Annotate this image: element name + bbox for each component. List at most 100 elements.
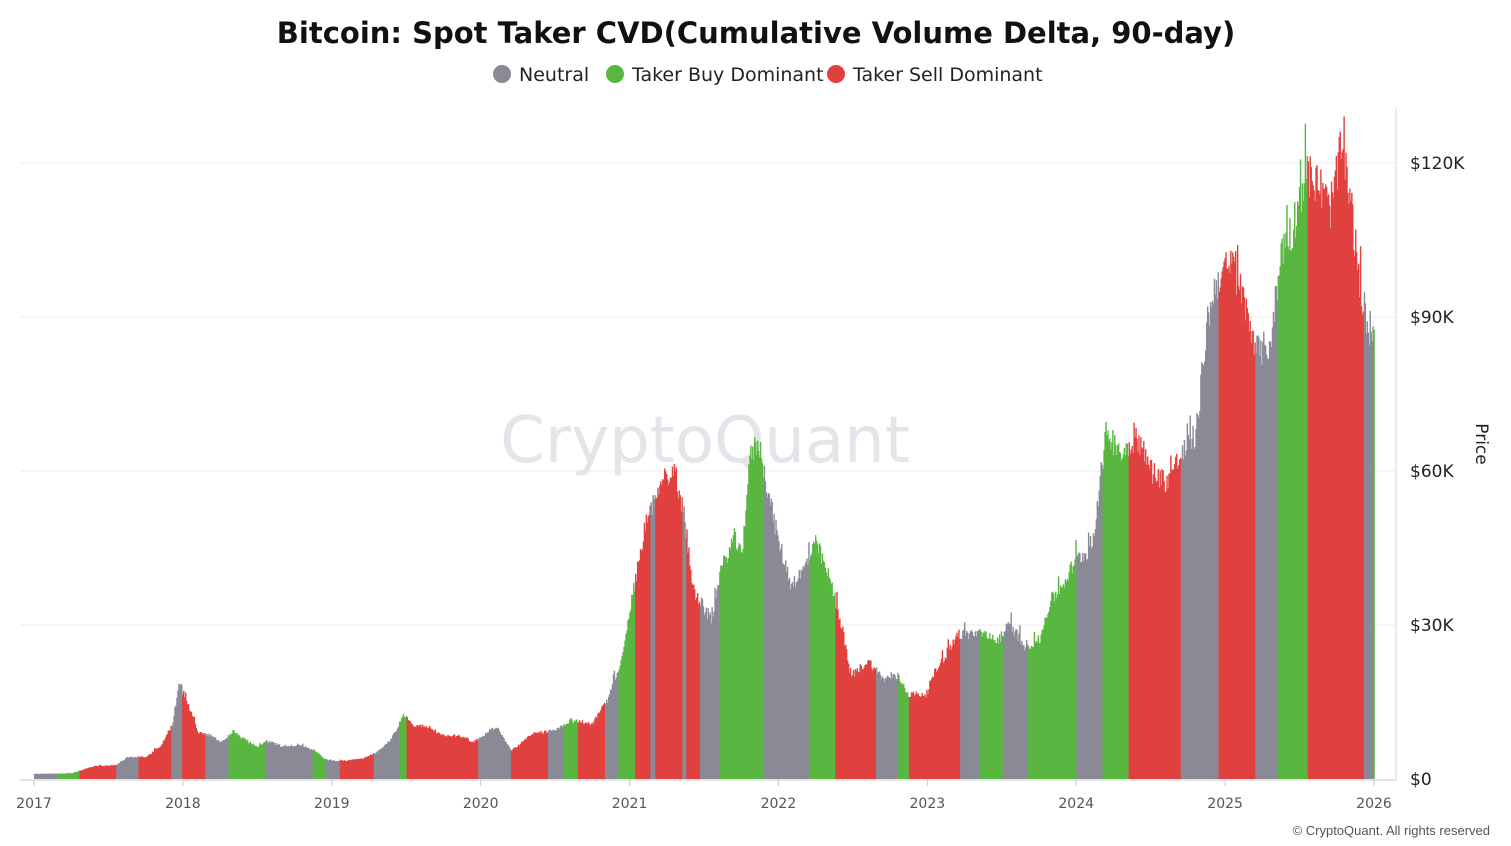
price-bar [521, 741, 524, 779]
price-bar [405, 715, 408, 779]
price-bar [917, 693, 919, 779]
price-bar [1219, 287, 1221, 779]
price-bar [875, 667, 878, 779]
price-bar [298, 744, 300, 779]
price-bar [1072, 566, 1074, 779]
price-bar [265, 741, 267, 779]
price-bar [838, 619, 840, 779]
price-bar [1223, 261, 1225, 779]
price-bar [1099, 475, 1101, 779]
price-bar [263, 742, 265, 779]
price-bar [1080, 563, 1082, 779]
price-bar [247, 743, 250, 779]
price-bar [907, 696, 910, 779]
price-bar [249, 741, 252, 779]
price-bar [903, 683, 905, 779]
price-bar [79, 770, 81, 779]
price-bar [1344, 179, 1346, 779]
price-bar [1278, 275, 1280, 779]
price-bar [1181, 445, 1184, 779]
price-bar [699, 605, 702, 779]
legend-item-buy[interactable]: Taker Buy Dominant [606, 64, 824, 86]
price-bar [955, 635, 957, 779]
price-bar [296, 745, 298, 779]
price-bar [301, 745, 303, 779]
price-bar [300, 746, 302, 779]
price-bar [334, 761, 337, 779]
price-bar [1096, 501, 1099, 779]
legend[interactable]: Neutral Taker Buy Dominant Taker Sell Do… [493, 64, 1043, 86]
price-bar [1299, 159, 1302, 779]
price-bar [1323, 188, 1325, 779]
legend-item-neutral[interactable]: Neutral [493, 64, 589, 86]
price-bar [969, 631, 972, 779]
price-bar [1153, 463, 1156, 779]
y-axis-ticks: $0 $30K $60K $90K $120K [1410, 154, 1465, 790]
price-bar [815, 535, 817, 779]
price-bar [1056, 594, 1059, 779]
price-bar [1316, 165, 1318, 779]
price-bar [1295, 238, 1297, 780]
price-bar [519, 744, 522, 779]
price-bar [809, 559, 811, 779]
price-bar [430, 729, 433, 779]
price-bar [630, 609, 632, 779]
price-bar [1322, 182, 1324, 779]
price-bar [594, 717, 596, 779]
price-bar [1167, 488, 1169, 779]
price-bar [766, 497, 769, 779]
price-bar [290, 744, 292, 779]
price-bar [1272, 311, 1275, 779]
price-bar [727, 558, 730, 779]
price-bar [588, 723, 590, 779]
price-bar [983, 633, 985, 779]
price-bar [535, 733, 537, 779]
price-bar [752, 446, 754, 779]
price-bar [333, 759, 335, 779]
price-bar [658, 494, 660, 779]
price-bar [1095, 519, 1098, 779]
price-bar [379, 749, 381, 779]
price-bar [651, 514, 653, 779]
price-bar [561, 727, 563, 779]
price-bar [1356, 270, 1359, 779]
price-bar [559, 726, 561, 779]
price-bar [1346, 166, 1348, 779]
legend-item-sell[interactable]: Taker Sell Dominant [827, 64, 1043, 86]
price-bar [858, 671, 860, 779]
price-bar [423, 727, 425, 779]
price-bar [972, 635, 975, 779]
price-bar [1010, 612, 1012, 779]
price-bar [958, 629, 960, 779]
price-bar [64, 773, 67, 779]
price-bar [83, 769, 85, 779]
price-bar [1139, 455, 1141, 779]
price-bar [1211, 300, 1214, 779]
price-bar [712, 616, 714, 779]
price-bar [180, 683, 182, 779]
price-bar [882, 678, 885, 779]
price-bar [319, 754, 321, 779]
price-bar [844, 645, 846, 779]
price-bar [524, 738, 527, 779]
price-bar [1355, 229, 1357, 780]
price-bar [208, 733, 210, 779]
price-bar [926, 689, 928, 779]
price-bar [1352, 204, 1354, 779]
price-bar [578, 720, 581, 779]
price-bar [1251, 331, 1253, 779]
price-bar [199, 731, 201, 779]
price-bar [1043, 625, 1045, 779]
price-bar [1300, 211, 1303, 780]
price-bar [426, 727, 429, 779]
price-bar [391, 738, 393, 779]
price-bar [711, 607, 713, 779]
price-bar [471, 741, 473, 779]
price-bar [1329, 228, 1332, 780]
price-bar [937, 667, 940, 779]
price-bar [985, 631, 987, 779]
price-bar [1112, 430, 1114, 779]
price-bar [721, 566, 723, 779]
price-bar [363, 758, 365, 779]
